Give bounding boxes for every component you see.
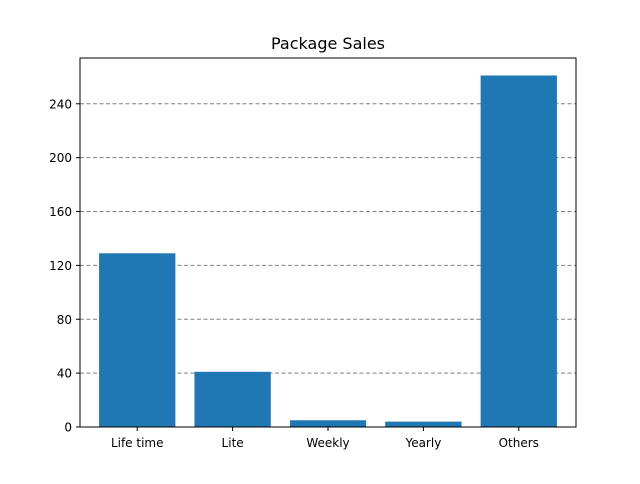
bar-others — [480, 75, 557, 428]
bar-life-time — [99, 253, 176, 427]
x-tick-label: Others — [499, 436, 539, 450]
y-tick-label: 40 — [57, 367, 72, 381]
x-tick-label: Life time — [111, 436, 164, 450]
y-tick-label: 200 — [49, 151, 72, 165]
x-axis: Life time Lite Weekly Yearly Others — [111, 427, 539, 450]
bar-yearly — [385, 421, 462, 427]
bar-weekly — [289, 420, 367, 427]
y-tick-label: 240 — [49, 97, 72, 111]
y-tick-label: 0 — [64, 421, 72, 435]
y-tick-label: 120 — [49, 259, 72, 273]
y-tick-label: 160 — [49, 205, 72, 219]
bar-layer — [99, 75, 557, 428]
y-tick-label: 80 — [57, 313, 72, 327]
y-axis: 0 40 80 120 160 200 240 — [49, 97, 80, 435]
chart-title: Package Sales — [271, 34, 385, 53]
x-tick-label: Lite — [222, 436, 244, 450]
x-tick-label: Weekly — [306, 436, 349, 450]
bar-lite — [194, 371, 271, 427]
x-tick-label: Yearly — [404, 436, 441, 450]
